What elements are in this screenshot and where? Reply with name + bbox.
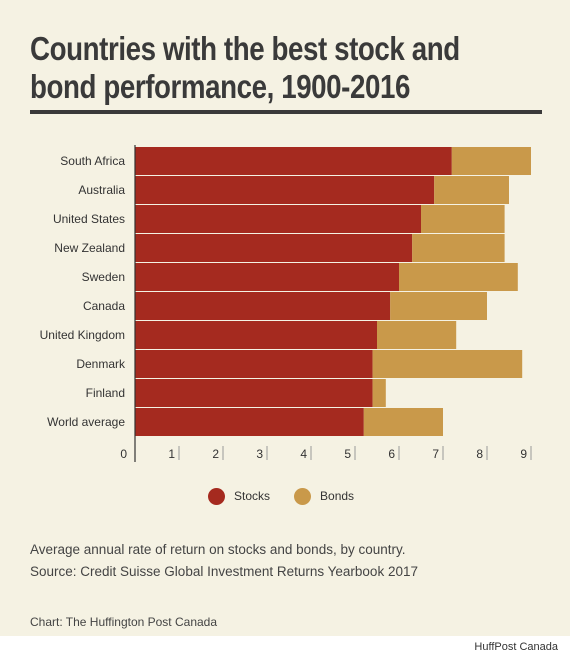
bar-stocks-5: [135, 292, 391, 320]
bar-bonds-5: [390, 292, 487, 320]
legend-item-stocks: Stocks: [208, 487, 271, 505]
legend-swatch-stocks: [208, 487, 225, 505]
legend-swatch-bonds: [294, 487, 312, 505]
legend: Stocks Bonds: [208, 486, 378, 506]
bar-bonds-3: [412, 234, 505, 262]
bar-stocks-2: [135, 205, 421, 233]
bar-stocks-6: [135, 321, 377, 349]
category-label: Denmark: [76, 357, 126, 371]
x-tick-label: 6: [388, 447, 395, 461]
legend-label-stocks: Stocks: [234, 489, 271, 503]
x-tick-label: 3: [256, 447, 263, 461]
category-label: United States: [53, 212, 125, 226]
category-label: United Kingdom: [40, 328, 125, 342]
bar-group: [135, 147, 531, 436]
x-tick-label: 2: [212, 447, 219, 461]
x-tick-label: 4: [300, 447, 307, 461]
bar-stocks-4: [135, 263, 399, 291]
category-label: Sweden: [82, 270, 125, 284]
category-label: Finland: [86, 386, 125, 400]
bar-bonds-6: [377, 321, 457, 349]
legend-item-bonds: Bonds: [294, 487, 355, 505]
bar-stocks-7: [135, 350, 373, 378]
bar-bonds-8: [372, 379, 386, 407]
chart-title-line-1: Countries with the best stock and: [30, 30, 460, 67]
bar-bonds-0: [451, 147, 531, 175]
chart-description: Average annual rate of return on stocks …: [30, 542, 406, 557]
bar-stocks-8: [135, 379, 373, 407]
category-label: New Zealand: [54, 241, 125, 255]
x-tick-label: 8: [476, 447, 483, 461]
category-label: Australia: [78, 183, 125, 197]
bar-stocks-9: [135, 408, 364, 436]
bar-stocks-1: [135, 176, 435, 204]
bar-bonds-9: [363, 408, 443, 436]
chart-title-line-2: bond performance, 1900-2016: [30, 68, 410, 105]
category-label: Canada: [83, 299, 125, 313]
bar-bonds-2: [421, 205, 505, 233]
bar-bonds-7: [372, 350, 523, 378]
x-tick-label: 0: [120, 447, 127, 461]
title-divider: [30, 110, 542, 114]
chart-card: Countries with the best stock and bond p…: [0, 0, 570, 636]
chart-credit: Chart: The Huffington Post Canada: [30, 615, 218, 629]
x-tick-label: 1: [168, 447, 175, 461]
watermark: HuffPost Canada: [474, 641, 558, 653]
x-tick-label: 5: [344, 447, 351, 461]
bar-stocks-0: [135, 147, 452, 175]
category-label: World average: [47, 415, 125, 429]
x-axis: 0 1 2 3 4 5 6 7 8 9: [120, 145, 532, 462]
x-tick-label: 9: [520, 447, 527, 461]
legend-label-bonds: Bonds: [320, 489, 355, 503]
bar-bonds-1: [434, 176, 509, 204]
category-label: South Africa: [60, 154, 125, 168]
bar-chart: South Africa Australia United States New Ze…: [40, 145, 532, 462]
chart-title: Countries with the best stock and bond p…: [30, 30, 467, 106]
category-labels: South Africa Australia United States New Ze…: [40, 154, 126, 429]
bar-bonds-4: [399, 263, 518, 291]
x-tick-label: 7: [432, 447, 439, 461]
chart-source: Source: Credit Suisse Global Investment …: [30, 564, 418, 579]
bar-stocks-3: [135, 234, 413, 262]
